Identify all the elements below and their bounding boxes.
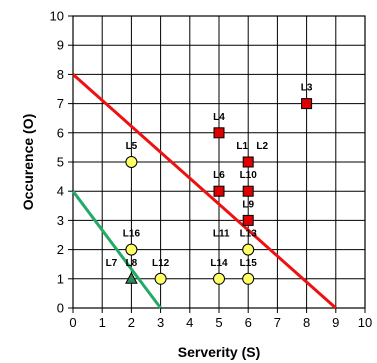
y-tick-label: 5 [57, 155, 64, 170]
point-label-l12: L12 [152, 258, 170, 269]
point-label-l2: L2 [256, 141, 268, 152]
x-tick-label: 6 [245, 315, 252, 330]
y-axis-title: Occurence (O) [20, 114, 36, 210]
circle-marker [242, 272, 255, 285]
point-label-l4: L4 [213, 112, 225, 123]
y-tick-labels: 0 1 2 3 4 5 6 7 8 9 10 [50, 9, 64, 316]
square-marker [213, 185, 225, 197]
circle-marker [242, 243, 255, 256]
x-tick-label: 3 [157, 315, 164, 330]
x-tick-label: 0 [69, 315, 76, 330]
x-tick-label: 8 [303, 315, 310, 330]
green-threshold-line [71, 190, 162, 309]
point-label-l5: L5 [126, 141, 138, 152]
point-label-l7: L7 [106, 258, 118, 269]
point-label-l8: L8 [126, 258, 138, 269]
point-label-l10: L10 [240, 170, 258, 181]
x-tick-label: 1 [99, 315, 106, 330]
circle-marker [125, 243, 138, 256]
square-marker [213, 127, 225, 139]
y-tick-label: 2 [57, 242, 64, 257]
point-label-l16: L16 [123, 229, 141, 240]
y-tick-label: 6 [57, 125, 64, 140]
square-marker [301, 98, 313, 110]
y-tick-label: 7 [57, 96, 64, 111]
x-tick-label: 9 [332, 315, 339, 330]
point-labels: L1 L2 L3 L4 L5 L6 L7 L8 L9 L10 L11 L12 L13 L14 L15 L16 [106, 83, 313, 269]
y-tick-label: 9 [57, 38, 64, 53]
y-tick-label: 1 [57, 271, 64, 286]
square-marker [242, 185, 254, 197]
x-tick-label: 10 [358, 315, 372, 330]
x-tick-label: 7 [274, 315, 281, 330]
point-label-l9: L9 [242, 199, 254, 210]
point-label-l3: L3 [301, 83, 313, 94]
x-axis-title: Serverity (S) [178, 344, 260, 360]
y-tick-label: 8 [57, 67, 64, 82]
y-tick-label: 3 [57, 213, 64, 228]
y-tick-label: 0 [57, 301, 64, 316]
circle-marker [125, 156, 138, 168]
x-tick-label: 4 [186, 315, 193, 330]
y-tick-label: 10 [50, 9, 64, 24]
point-label-l13: L13 [240, 229, 258, 240]
axes [68, 15, 366, 313]
red-threshold-line [72, 73, 337, 310]
y-tick-label: 4 [57, 184, 64, 199]
x-tick-label: 5 [215, 315, 222, 330]
point-label-l14: L14 [210, 258, 228, 269]
x-tick-label: 2 [128, 315, 135, 330]
square-marker [242, 156, 254, 168]
circle-marker [213, 272, 225, 285]
point-label-l6: L6 [213, 170, 225, 181]
square-marker [242, 214, 254, 226]
point-label-l15: L15 [240, 258, 258, 269]
data-markers [125, 98, 313, 285]
triangle-marker [125, 271, 138, 284]
point-label-l11: L11 [213, 229, 230, 240]
x-tick-labels: 0 1 2 3 4 5 6 7 8 9 10 [69, 315, 372, 330]
circle-marker [154, 272, 167, 285]
point-label-l1: L1 [236, 141, 248, 152]
threshold-lines [71, 73, 337, 310]
